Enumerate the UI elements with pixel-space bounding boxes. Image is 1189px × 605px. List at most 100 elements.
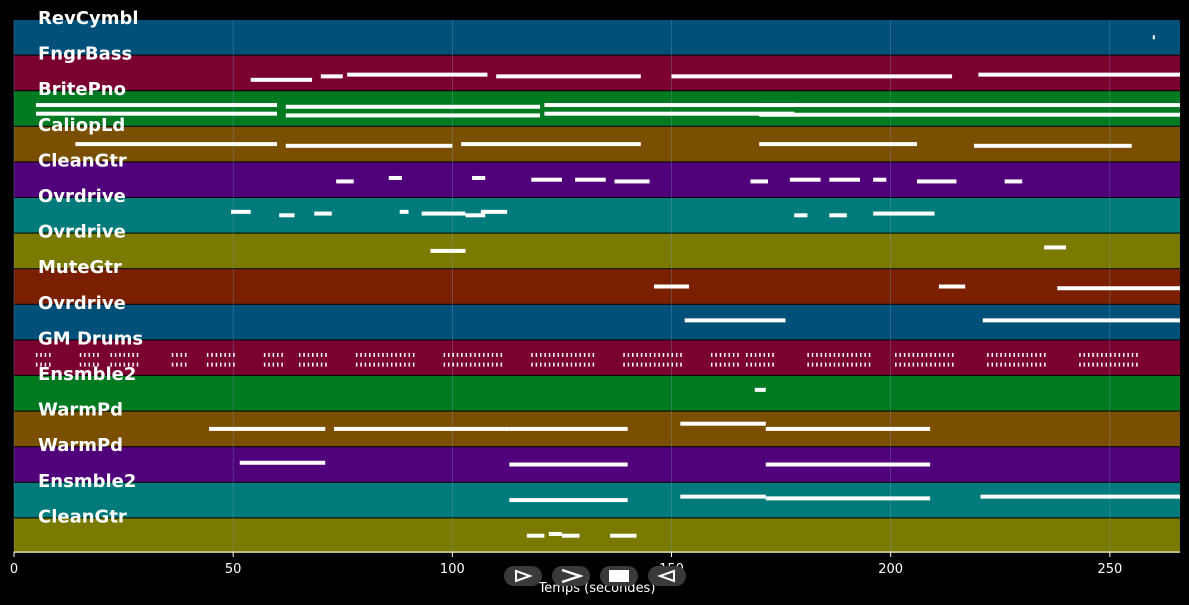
note: [614, 179, 650, 184]
drum-hit: [1092, 362, 1094, 367]
stop-square-icon: [609, 570, 629, 582]
drum-hit: [1004, 362, 1007, 367]
drum-hit: [1022, 362, 1024, 367]
drum-hit: [934, 362, 937, 367]
drum-hit: [912, 362, 915, 367]
drum-hit: [263, 362, 266, 367]
drum-hit: [404, 362, 406, 367]
drum-hit: [811, 362, 814, 367]
drum-hit: [123, 362, 126, 367]
drum-hit: [899, 352, 901, 357]
drum-hit: [943, 362, 945, 367]
drum-hit: [653, 352, 656, 357]
drum-hit: [465, 352, 467, 357]
drum-hit: [719, 352, 722, 357]
drum-hit: [592, 352, 595, 357]
drum-hit: [1083, 362, 1086, 367]
drum-hit: [119, 362, 121, 367]
drum-hit: [390, 362, 393, 367]
drum-hit: [176, 352, 178, 357]
stop-button[interactable]: [600, 566, 638, 586]
drum-hit: [364, 352, 367, 357]
play-forward-button[interactable]: [504, 566, 542, 586]
track-lane: [14, 269, 1180, 304]
drum-hit: [807, 352, 809, 357]
note: [671, 74, 953, 79]
drum-hit: [447, 362, 450, 367]
note: [230, 209, 251, 214]
drum-hit: [307, 352, 310, 357]
drum-hit: [316, 362, 318, 367]
drum-hit: [851, 362, 853, 367]
drum-hit: [833, 352, 836, 357]
drum-hit: [44, 352, 47, 357]
drum-hit: [908, 352, 910, 357]
drum-hit: [408, 362, 411, 367]
drum-hit: [127, 362, 130, 367]
track-label: RevCymbl: [38, 8, 139, 29]
drum-hit: [40, 352, 42, 357]
drum-hit: [84, 362, 86, 367]
note: [750, 179, 768, 184]
drum-hit: [899, 362, 901, 367]
note: [347, 72, 488, 77]
drum-hit: [540, 362, 542, 367]
drum-hit: [772, 362, 774, 367]
fast-forward-button[interactable]: [552, 566, 590, 586]
drum-hit: [298, 362, 301, 367]
note: [526, 533, 545, 538]
drum-hit: [636, 362, 638, 367]
drum-hit: [732, 352, 735, 357]
drum-hit: [500, 352, 503, 357]
drum-hit: [171, 352, 174, 357]
drum-hit: [228, 352, 231, 357]
rewind-button[interactable]: [648, 566, 686, 586]
note: [548, 531, 562, 536]
note: [759, 103, 1180, 108]
drum-hit: [566, 362, 568, 367]
drum-hit: [575, 362, 577, 367]
drum-hit: [312, 362, 314, 367]
drum-hit: [1039, 352, 1042, 357]
drum-hit: [496, 352, 498, 357]
x-tick-label: 100: [440, 562, 465, 577]
note: [421, 211, 466, 216]
drum-hit: [390, 352, 393, 357]
drum-hit: [369, 352, 371, 357]
note: [320, 74, 343, 79]
drum-hit: [1109, 352, 1112, 357]
drum-hit: [215, 352, 218, 357]
drum-hit: [763, 362, 766, 367]
drum-hit: [1109, 362, 1112, 367]
track-label: FngrBass: [38, 44, 132, 65]
drum-hit: [1035, 362, 1037, 367]
drum-hit: [575, 352, 577, 357]
x-tick-label: 0: [10, 562, 18, 577]
note: [1004, 179, 1023, 184]
drum-hit: [544, 352, 546, 357]
drum-hit: [1013, 352, 1015, 357]
drum-hit: [649, 352, 652, 357]
drum-hit: [233, 352, 235, 357]
drum-hit: [763, 352, 766, 357]
note: [285, 104, 541, 109]
drum-hit: [1083, 352, 1086, 357]
note: [399, 209, 409, 214]
drum-hit: [136, 352, 139, 357]
drum-hit: [325, 362, 327, 367]
drum-hit: [592, 362, 595, 367]
note: [472, 175, 486, 180]
drum-hit: [820, 352, 823, 357]
drum-hit: [443, 352, 446, 357]
drum-hit: [478, 362, 481, 367]
drum-hit: [184, 352, 187, 357]
drum-hit: [649, 362, 652, 367]
drum-hit: [829, 362, 831, 367]
track-lane: [14, 376, 1180, 411]
drum-hit: [132, 362, 134, 367]
note: [314, 211, 332, 216]
note: [794, 213, 808, 218]
drum-hit: [667, 362, 669, 367]
play-outline-icon: [515, 569, 533, 583]
